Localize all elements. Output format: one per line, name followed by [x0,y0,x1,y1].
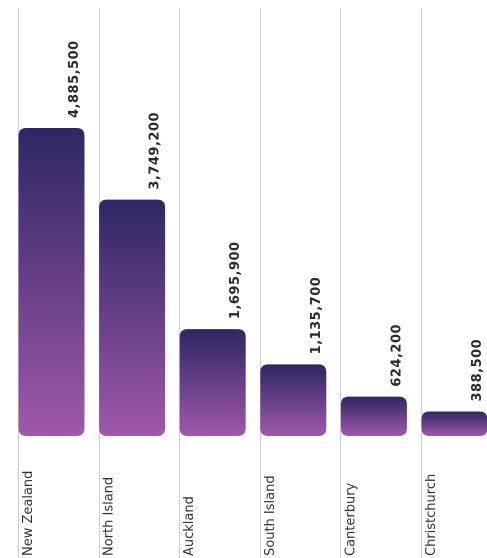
category-labels: New Zealand North Island Auckland South Isl… [21,471,439,556]
bar-new-zealand [18,128,85,436]
gridlines [18,8,422,558]
category-label-new-zealand: New Zealand [21,471,36,556]
value-label-new-zealand: 4,885,500 [67,40,82,118]
value-label-north-island: 3,749,200 [148,112,163,190]
category-label-christchurch: Christchurch [424,474,439,556]
bar-north-island [99,199,166,436]
value-labels: 4,885,500 3,749,200 1,695,900 1,135,700 624,… [67,40,485,401]
category-label-auckland: Auckland [182,496,197,556]
category-label-canterbury: Canterbury [343,482,358,556]
bar-auckland [179,329,246,436]
value-label-south-island: 1,135,700 [309,277,324,355]
bar-canterbury [340,396,407,436]
bar-christchurch [421,411,487,436]
category-label-north-island: North Island [102,477,117,556]
bar-south-island [260,364,327,436]
category-label-south-island: South Island [263,475,278,556]
value-label-canterbury: 624,200 [389,324,404,387]
value-label-auckland: 1,695,900 [228,241,243,319]
value-label-christchurch: 388,500 [470,339,485,402]
bars [18,128,487,436]
